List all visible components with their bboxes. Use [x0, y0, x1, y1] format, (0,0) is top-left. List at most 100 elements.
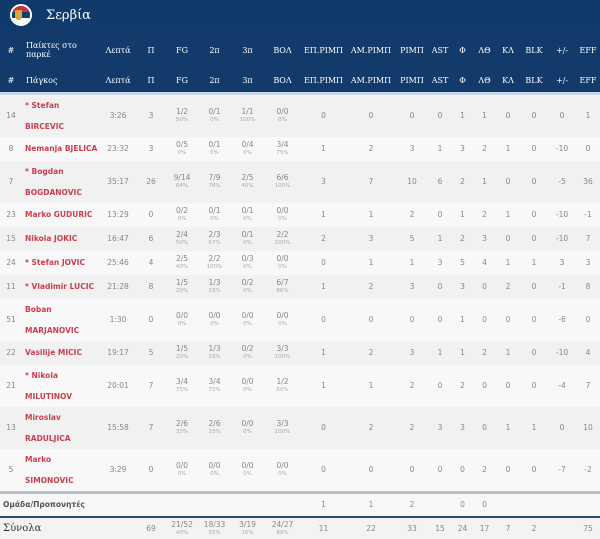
percentage: 0% — [243, 149, 252, 156]
points: 6 — [136, 226, 166, 251]
player-name-link[interactable]: Marko SIMONOVIC — [22, 448, 100, 492]
stat-value: 3 — [428, 250, 452, 275]
stat-value: 5 — [396, 226, 428, 251]
stat-value — [428, 490, 452, 517]
shooting-stat: 0/1 0% — [231, 226, 264, 251]
stat-value: 0 — [520, 93, 548, 137]
percentage: 100% — [274, 182, 291, 189]
jersey-number: 13 — [0, 406, 22, 449]
player-name-link[interactable]: * Stefan BIRCEVIC — [22, 93, 100, 137]
column-header[interactable]: BLK — [520, 30, 548, 70]
column-header[interactable]: ΒΟΛ — [264, 70, 301, 95]
stat-value: 3 — [452, 274, 473, 299]
stat-value: 0 — [496, 93, 520, 137]
stat-value: 3 — [576, 250, 600, 275]
column-header[interactable]: ΚΛ — [496, 70, 520, 95]
column-header[interactable]: FG — [166, 70, 198, 95]
column-header[interactable]: ΒΟΛ — [264, 30, 301, 70]
points: 3 — [136, 136, 166, 161]
player-name-link[interactable]: Boban MARJANOVIC — [22, 298, 100, 341]
column-header[interactable]: ΛΘ — [473, 70, 496, 95]
player-name-link[interactable]: * Bogdan BOGDANOVIC — [22, 160, 100, 203]
stat-value: 75 — [576, 516, 600, 539]
column-header[interactable]: Παίκτες στο παρκέ — [22, 30, 100, 70]
column-header[interactable]: ΡΙΜΠ — [396, 30, 428, 70]
column-header[interactable]: 3π — [231, 70, 264, 95]
percentage: 50% — [276, 386, 289, 393]
column-header[interactable]: Φ — [452, 70, 473, 95]
column-header[interactable]: # — [0, 70, 22, 95]
column-header[interactable]: 2π — [198, 30, 231, 70]
percentage: 64% — [175, 182, 189, 189]
stat-value: -5 — [548, 160, 576, 203]
percentage: 16% — [241, 529, 254, 536]
stat-value: 1 — [346, 250, 396, 275]
stat-value: 1 — [473, 160, 496, 203]
jersey-number: 7 — [0, 160, 22, 203]
player-name-link[interactable]: * Nikola MILUTINOV — [22, 364, 100, 407]
shooting-stat: 0/1 0% — [198, 202, 231, 227]
column-header[interactable]: ΕΠ.ΡΙΜΠ — [301, 30, 346, 70]
column-header[interactable]: FG — [166, 30, 198, 70]
column-header[interactable]: ΚΛ — [496, 30, 520, 70]
player-name-link[interactable]: * Stefan JOVIC — [22, 250, 100, 275]
stat-value: 0 — [520, 136, 548, 161]
column-header[interactable]: +/- — [548, 30, 576, 70]
stat-value: 1 — [301, 490, 346, 517]
column-header[interactable]: Λεπτά — [100, 70, 136, 95]
column-header[interactable]: ΑΜ.ΡΙΜΠ — [346, 70, 396, 95]
column-header[interactable]: ΕΠ.ΡΙΜΠ — [301, 70, 346, 95]
jersey-number: 15 — [0, 226, 22, 251]
made-attempted: 0/5 — [175, 139, 189, 149]
column-header[interactable]: Πάγκος — [22, 70, 100, 95]
column-header[interactable]: Φ — [452, 30, 473, 70]
percentage: 67% — [208, 239, 221, 246]
percentage: 0% — [278, 470, 287, 477]
stat-value: 0 — [428, 274, 452, 299]
column-header[interactable]: EFF — [576, 30, 600, 70]
player-name-link[interactable]: Miroslav RADULJICA — [22, 406, 100, 449]
column-header[interactable]: +/- — [548, 70, 576, 95]
made-attempted: 2/4 — [175, 229, 189, 239]
points: 0 — [136, 202, 166, 227]
player-name-link[interactable]: Nikola JOKIC — [22, 226, 100, 251]
stat-value: 1 — [520, 250, 548, 275]
column-header[interactable]: 2π — [198, 70, 231, 95]
jersey-number: 8 — [0, 136, 22, 161]
stat-value: 15 — [428, 516, 452, 539]
column-header[interactable]: AST — [428, 30, 452, 70]
player-name-link[interactable]: Vasilije MICIC — [22, 340, 100, 365]
stat-value: 2 — [452, 226, 473, 251]
player-row: 14 * Stefan BIRCEVIC 3:26 3 1/2 50% 0/1 0% 1/1 10… — [0, 93, 600, 137]
made-attempted: 24/27 — [271, 519, 294, 529]
column-header[interactable]: ΡΙΜΠ — [396, 70, 428, 95]
shooting-stat: 0/0 0% — [264, 298, 301, 341]
player-row: 8 Nemanja BJELICA 23:32 3 0/5 0% 0/1 0% 0/4 0% 3/4… — [0, 136, 600, 161]
player-name-link[interactable]: * Vladimir LUCIC — [22, 274, 100, 299]
player-name-link[interactable]: Marko GUDURIC — [22, 202, 100, 227]
made-attempted: 0/0 — [208, 460, 221, 470]
column-header[interactable]: Π — [136, 70, 166, 95]
column-header[interactable]: Π — [136, 30, 166, 70]
stat-value: -2 — [576, 448, 600, 492]
shooting-stat: 2/2 100% — [264, 226, 301, 251]
made-attempted: 2/5 — [175, 253, 189, 263]
stat-value — [496, 490, 520, 517]
column-header[interactable]: Λεπτά — [100, 30, 136, 70]
column-header[interactable]: # — [0, 30, 22, 70]
made-attempted: 3/3 — [276, 418, 289, 428]
stat-value: 2 — [346, 340, 396, 365]
stat-value: 0 — [346, 448, 396, 492]
shooting-stat: 1/2 50% — [264, 364, 301, 407]
box-score-table: # Παίκτες στο παρκέ Λεπτά Π FG 2π 3π ΒΟΛ ΕΠ.ΡΙΜΠ… — [0, 30, 600, 539]
stat-value: 11 — [301, 516, 346, 539]
column-header[interactable]: ΛΘ — [473, 30, 496, 70]
player-name-link[interactable]: Nemanja BJELICA — [22, 136, 100, 161]
column-header[interactable]: AST — [428, 70, 452, 95]
column-header[interactable]: 3π — [231, 30, 264, 70]
column-header[interactable]: ΑΜ.ΡΙΜΠ — [346, 30, 396, 70]
totals-row: Σύνολα 69 21/52 40% 18/33 55% 3/19 16% 24/27 89% 1… — [0, 516, 600, 539]
column-header[interactable]: EFF — [576, 70, 600, 95]
column-header[interactable]: BLK — [520, 70, 548, 95]
stat-value: 2 — [396, 364, 428, 407]
